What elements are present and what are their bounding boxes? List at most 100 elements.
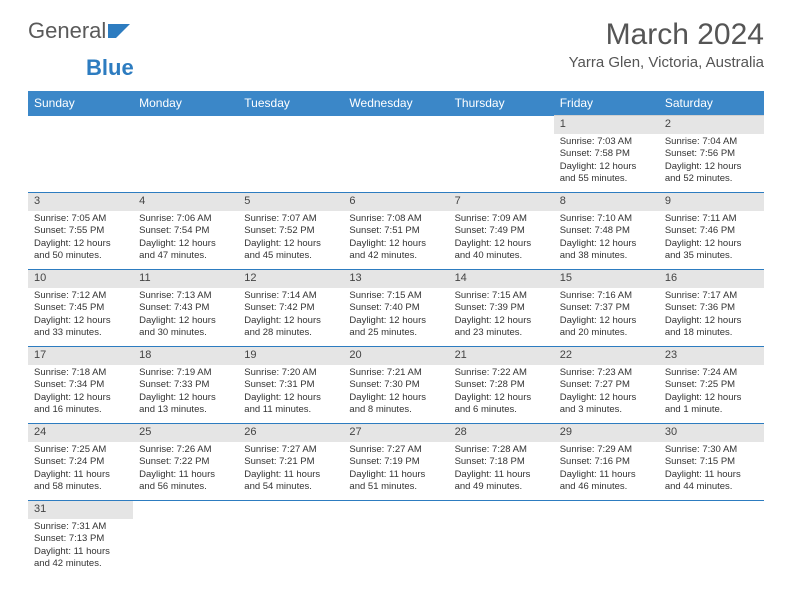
sunset-text: Sunset: 7:16 PM (560, 456, 653, 468)
day-detail-cell: Sunrise: 7:19 AMSunset: 7:33 PMDaylight:… (133, 365, 238, 424)
sunrise-text: Sunrise: 7:21 AM (349, 367, 442, 379)
sunset-text: Sunset: 7:46 PM (665, 225, 758, 237)
day-detail-cell: Sunrise: 7:28 AMSunset: 7:18 PMDaylight:… (449, 442, 554, 501)
sunset-text: Sunset: 7:54 PM (139, 225, 232, 237)
week-number-row: 17181920212223 (28, 347, 764, 366)
day-detail-cell: Sunrise: 7:27 AMSunset: 7:21 PMDaylight:… (238, 442, 343, 501)
logo-text-1: General (28, 18, 106, 44)
day-detail-cell: Sunrise: 7:23 AMSunset: 7:27 PMDaylight:… (554, 365, 659, 424)
daylight-text: Daylight: 12 hours and 45 minutes. (244, 238, 337, 263)
week-detail-row: Sunrise: 7:05 AMSunset: 7:55 PM Daylight:… (28, 211, 764, 270)
daylight-text: Daylight: 12 hours and 3 minutes. (560, 392, 653, 417)
day-detail-cell: Sunrise: 7:16 AMSunset: 7:37 PMDaylight:… (554, 288, 659, 347)
sunrise-text: Sunrise: 7:27 AM (349, 444, 442, 456)
daylight-text: Daylight: 12 hours and 13 minutes. (139, 392, 232, 417)
sunset-text: Sunset: 7:45 PM (34, 302, 127, 314)
day-number-cell (343, 501, 448, 520)
day-detail-cell: Sunrise: 7:10 AMSunset: 7:48 PMDaylight:… (554, 211, 659, 270)
daylight-text: Daylight: 12 hours and 11 minutes. (244, 392, 337, 417)
day-detail-cell: Sunrise: 7:26 AMSunset: 7:22 PMDaylight:… (133, 442, 238, 501)
sunrise-text: Sunrise: 7:18 AM (34, 367, 127, 379)
sunset-text: Sunset: 7:55 PM (34, 225, 127, 237)
week-number-row: 31 (28, 501, 764, 520)
sunrise-text: Sunrise: 7:05 AM (34, 213, 127, 225)
daylight-text: Daylight: 11 hours and 46 minutes. (560, 469, 653, 494)
page-title: March 2024 (569, 18, 764, 52)
daylight-text: Daylight: 11 hours and 51 minutes. (349, 469, 442, 494)
daylight-text: Daylight: 12 hours and 30 minutes. (139, 315, 232, 340)
day-detail-cell: Sunrise: 7:11 AMSunset: 7:46 PMDaylight:… (659, 211, 764, 270)
day-detail-cell (238, 134, 343, 193)
day-number-cell (554, 501, 659, 520)
sunset-text: Sunset: 7:22 PM (139, 456, 232, 468)
sunrise-text: Sunrise: 7:03 AM (560, 136, 653, 148)
day-detail-cell: Sunrise: 7:07 AMSunset: 7:52 PMDaylight:… (238, 211, 343, 270)
day-number-cell: 16 (659, 270, 764, 289)
day-number-cell: 29 (554, 424, 659, 443)
day-detail-cell: Sunrise: 7:13 AMSunset: 7:43 PMDaylight:… (133, 288, 238, 347)
day-number-cell: 20 (343, 347, 448, 366)
day-detail-cell: Sunrise: 7:05 AMSunset: 7:55 PMDaylight:… (28, 211, 133, 270)
week-number-row: 10111213141516 (28, 270, 764, 289)
sunrise-text: Sunrise: 7:25 AM (34, 444, 127, 456)
sunset-text: Sunset: 7:51 PM (349, 225, 442, 237)
day-detail-cell (554, 519, 659, 577)
sunrise-text: Sunrise: 7:09 AM (455, 213, 548, 225)
sunset-text: Sunset: 7:39 PM (455, 302, 548, 314)
sunset-text: Sunset: 7:25 PM (665, 379, 758, 391)
sunset-text: Sunset: 7:37 PM (560, 302, 653, 314)
daylight-text: Daylight: 12 hours and 42 minutes. (349, 238, 442, 263)
day-number-cell (133, 501, 238, 520)
sunrise-text: Sunrise: 7:29 AM (560, 444, 653, 456)
day-number-cell (238, 116, 343, 135)
daylight-text: Daylight: 12 hours and 55 minutes. (560, 161, 653, 186)
day-number-cell: 31 (28, 501, 133, 520)
day-detail-cell: Sunrise: 7:25 AMSunset: 7:24 PMDaylight:… (28, 442, 133, 501)
sunrise-text: Sunrise: 7:15 AM (349, 290, 442, 302)
day-number-cell: 27 (343, 424, 448, 443)
sunrise-text: Sunrise: 7:23 AM (560, 367, 653, 379)
sunset-text: Sunset: 7:30 PM (349, 379, 442, 391)
day-header: Tuesday (238, 91, 343, 116)
daylight-text: Daylight: 12 hours and 38 minutes. (560, 238, 653, 263)
logo-flag-icon (108, 22, 134, 40)
sunrise-text: Sunrise: 7:17 AM (665, 290, 758, 302)
day-number-cell (449, 116, 554, 135)
sunrise-text: Sunrise: 7:15 AM (455, 290, 548, 302)
day-detail-cell (133, 519, 238, 577)
day-number-cell: 21 (449, 347, 554, 366)
day-number-cell: 4 (133, 193, 238, 212)
day-detail-cell (28, 134, 133, 193)
daylight-text: Daylight: 12 hours and 40 minutes. (455, 238, 548, 263)
sunset-text: Sunset: 7:36 PM (665, 302, 758, 314)
sunrise-text: Sunrise: 7:12 AM (34, 290, 127, 302)
week-detail-row: Sunrise: 7:12 AMSunset: 7:45 PM Daylight:… (28, 288, 764, 347)
day-number-cell (133, 116, 238, 135)
sunset-text: Sunset: 7:48 PM (560, 225, 653, 237)
sunset-text: Sunset: 7:27 PM (560, 379, 653, 391)
day-detail-cell (133, 134, 238, 193)
day-header: Friday (554, 91, 659, 116)
day-number-cell: 30 (659, 424, 764, 443)
day-number-cell: 17 (28, 347, 133, 366)
sunrise-text: Sunrise: 7:31 AM (34, 521, 127, 533)
day-header: Wednesday (343, 91, 448, 116)
calendar-table: SundayMondayTuesdayWednesdayThursdayFrid… (28, 91, 764, 577)
day-detail-cell: Sunrise: 7:22 AMSunset: 7:28 PMDaylight:… (449, 365, 554, 424)
day-number-cell: 7 (449, 193, 554, 212)
daylight-text: Daylight: 12 hours and 8 minutes. (349, 392, 442, 417)
day-number-cell (343, 116, 448, 135)
sunset-text: Sunset: 7:52 PM (244, 225, 337, 237)
sunrise-text: Sunrise: 7:28 AM (455, 444, 548, 456)
sunrise-text: Sunrise: 7:26 AM (139, 444, 232, 456)
week-number-row: 24252627282930 (28, 424, 764, 443)
sunrise-text: Sunrise: 7:11 AM (665, 213, 758, 225)
day-number-cell: 9 (659, 193, 764, 212)
daylight-text: Daylight: 12 hours and 47 minutes. (139, 238, 232, 263)
sunrise-text: Sunrise: 7:22 AM (455, 367, 548, 379)
sunrise-text: Sunrise: 7:13 AM (139, 290, 232, 302)
day-detail-cell (659, 519, 764, 577)
day-number-cell: 19 (238, 347, 343, 366)
logo: General (28, 18, 134, 44)
day-number-cell (449, 501, 554, 520)
